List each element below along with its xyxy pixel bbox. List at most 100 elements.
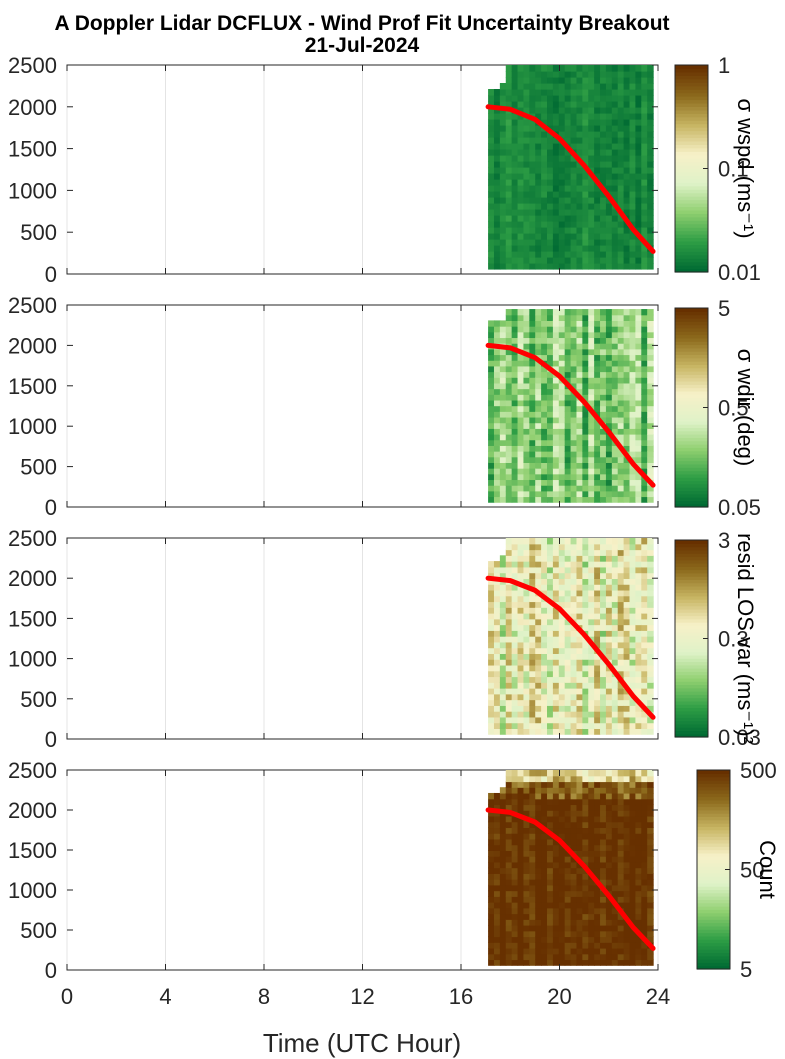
heatmap-cell (517, 445, 525, 452)
heatmap-cell (641, 433, 648, 441)
heatmap-cell (517, 411, 525, 418)
heatmap-cell (611, 130, 619, 138)
colorbar-segment (675, 223, 708, 228)
heatmap-cell (605, 100, 613, 108)
heatmap-cell (505, 636, 513, 643)
heatmap-cell (605, 856, 613, 863)
heatmap-cell (541, 711, 548, 718)
heatmap-cell (629, 88, 636, 96)
colorbar-segment (697, 929, 730, 934)
heatmap-cell (511, 184, 519, 192)
heatmap-cell (617, 148, 625, 156)
heatmap-cell (594, 538, 601, 545)
heatmap-cell (505, 959, 513, 966)
heatmap-cell (647, 584, 654, 591)
heatmap-cell (547, 947, 554, 955)
heatmap-cell (529, 124, 536, 132)
heatmap-cell (582, 479, 589, 486)
heatmap-cell (488, 214, 495, 222)
heatmap-cell (623, 166, 631, 174)
colorbar-segment (697, 872, 730, 877)
heatmap-cell (570, 439, 578, 446)
heatmap-cell (594, 659, 601, 666)
heatmap-cell (493, 647, 501, 654)
heatmap-cell (564, 867, 572, 874)
heatmap-cell (547, 100, 554, 108)
heatmap-cell (617, 112, 625, 120)
colorbar-segment (697, 813, 730, 818)
heatmap-cell (547, 238, 554, 246)
heatmap-cell (576, 262, 583, 270)
heatmap-cell (505, 861, 513, 869)
heatmap-cell (617, 343, 625, 350)
heatmap-cell (535, 70, 542, 78)
heatmap-cell (588, 670, 595, 678)
heatmap-cell (564, 439, 572, 446)
heatmap-cell (594, 166, 601, 174)
heatmap-cell (588, 309, 595, 316)
heatmap-cell (588, 856, 595, 863)
heatmap-cell (594, 365, 601, 373)
heatmap-cell (576, 555, 583, 562)
heatmap-cell (594, 445, 601, 452)
heatmap-cell (629, 348, 636, 356)
heatmap-cell (588, 142, 595, 150)
heatmap-cell (529, 867, 536, 874)
heatmap-cell (547, 468, 554, 475)
heatmap-cell (552, 184, 560, 192)
heatmap-cell (493, 244, 501, 252)
heatmap-cell (605, 130, 613, 138)
heatmap-cell (588, 919, 595, 926)
heatmap-cell (535, 178, 542, 186)
heatmap-cell (600, 82, 607, 90)
heatmap-cell (505, 613, 513, 620)
heatmap-cell (617, 439, 625, 446)
heatmap-cell (523, 405, 530, 412)
heatmap-cell (594, 781, 601, 788)
heatmap-cell (611, 624, 619, 631)
x-tick-label: 4 (159, 984, 171, 1009)
heatmap-cell (617, 879, 625, 886)
heatmap-cell (635, 422, 642, 429)
heatmap-cell (647, 451, 654, 458)
heatmap-cell (617, 462, 625, 469)
heatmap-cell (547, 354, 554, 361)
heatmap-cell (499, 907, 507, 915)
heatmap-cell (588, 490, 595, 498)
heatmap-cell (600, 584, 607, 591)
heatmap-cell (647, 250, 654, 258)
colorbar-segment (675, 75, 708, 80)
heatmap-cell (605, 538, 613, 545)
heatmap-cell (647, 867, 654, 874)
heatmap-cell (511, 566, 519, 574)
colorbar-segment (675, 230, 708, 235)
overlay-line (485, 575, 656, 720)
heatmap-cell (623, 555, 631, 562)
heatmap-cell (600, 589, 607, 597)
heatmap-cell (541, 250, 548, 258)
heatmap-cell (605, 624, 613, 631)
heatmap-cell (552, 405, 560, 412)
heatmap-cell (623, 190, 631, 198)
heatmap-cell (529, 462, 536, 469)
heatmap-cell (558, 856, 566, 863)
heatmap-cell (505, 142, 513, 150)
heatmap-cell (588, 394, 595, 401)
heatmap-cell (605, 65, 613, 72)
colorbar-segment (675, 337, 708, 342)
heatmap-cell (576, 659, 583, 666)
heatmap-cell (623, 947, 631, 955)
colorbar-segment (675, 192, 708, 197)
heatmap-cell (635, 130, 642, 138)
heatmap-cell (529, 942, 536, 949)
heatmap-cell (535, 844, 542, 851)
heatmap-cell (641, 354, 648, 361)
heatmap-cell (488, 106, 495, 114)
heatmap-cell (611, 178, 619, 186)
heatmap-cell (488, 331, 495, 339)
heatmap-cell (647, 88, 654, 96)
heatmap-cell (511, 462, 519, 469)
heatmap-cell (617, 833, 625, 840)
colorbar-segment (675, 664, 708, 669)
heatmap-cell (605, 728, 613, 735)
